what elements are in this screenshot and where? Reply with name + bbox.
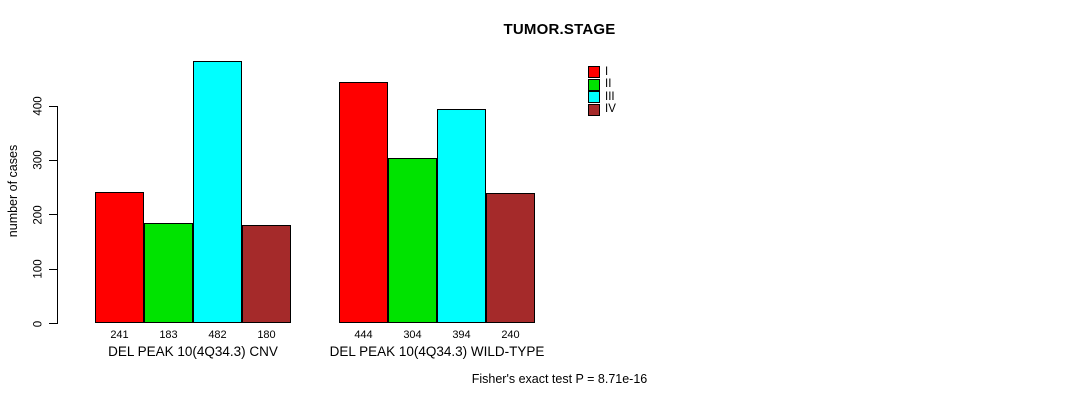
legend-swatch-IV [588,104,600,117]
y-tick [49,323,57,324]
legend: I II III IV [588,66,616,117]
y-tick [49,214,57,216]
y-tick-label: 100 [32,259,45,279]
y-axis-line [57,105,58,324]
bar-value-label: 394 [452,329,471,341]
bar-stage-IV-group-2 [486,192,535,323]
y-tick-label: 300 [32,150,45,170]
chart-title: TUMOR.STAGE [503,21,616,38]
legend-item-I: I [588,66,616,79]
bar-value-label: 180 [257,329,276,341]
bar-stage-I-group-1 [95,191,144,323]
legend-label: IV [605,103,616,116]
legend-label: I [605,65,609,78]
bar-value-label: 444 [354,329,373,341]
bar-stage-II-group-1 [144,223,193,323]
legend-swatch-II [588,78,600,91]
bar-value-label: 304 [403,329,422,341]
legend-item-III: III [588,91,616,104]
bar-value-label: 241 [110,329,129,341]
y-tick-label: 400 [32,96,45,116]
legend-label: II [605,78,612,91]
y-tick-label: 0 [32,320,45,327]
bar-stage-I-group-2 [339,81,388,323]
y-tick-label: 200 [32,205,45,225]
x-group-label: DEL PEAK 10(4Q34.3) CNV [108,344,278,359]
bar-value-label: 482 [208,329,227,341]
legend-label: III [605,90,615,103]
legend-item-II: II [588,79,616,92]
bar-stage-III-group-1 [193,60,242,323]
bar-value-label: 183 [159,329,178,341]
y-tick [49,159,57,161]
bar-stage-III-group-2 [437,108,486,323]
legend-swatch-I [588,66,600,79]
x-group-label: DEL PEAK 10(4Q34.3) WILD-TYPE [329,344,545,359]
legend-swatch-III [588,91,600,104]
y-tick [49,105,57,107]
bar-stage-II-group-2 [388,157,437,323]
y-tick [49,268,57,270]
annotation-fisher-test: Fisher's exact test P = 8.71e-16 [471,372,648,386]
bar-value-label: 240 [501,329,520,341]
bar-stage-IV-group-1 [242,225,291,323]
legend-item-IV: IV [588,104,616,117]
